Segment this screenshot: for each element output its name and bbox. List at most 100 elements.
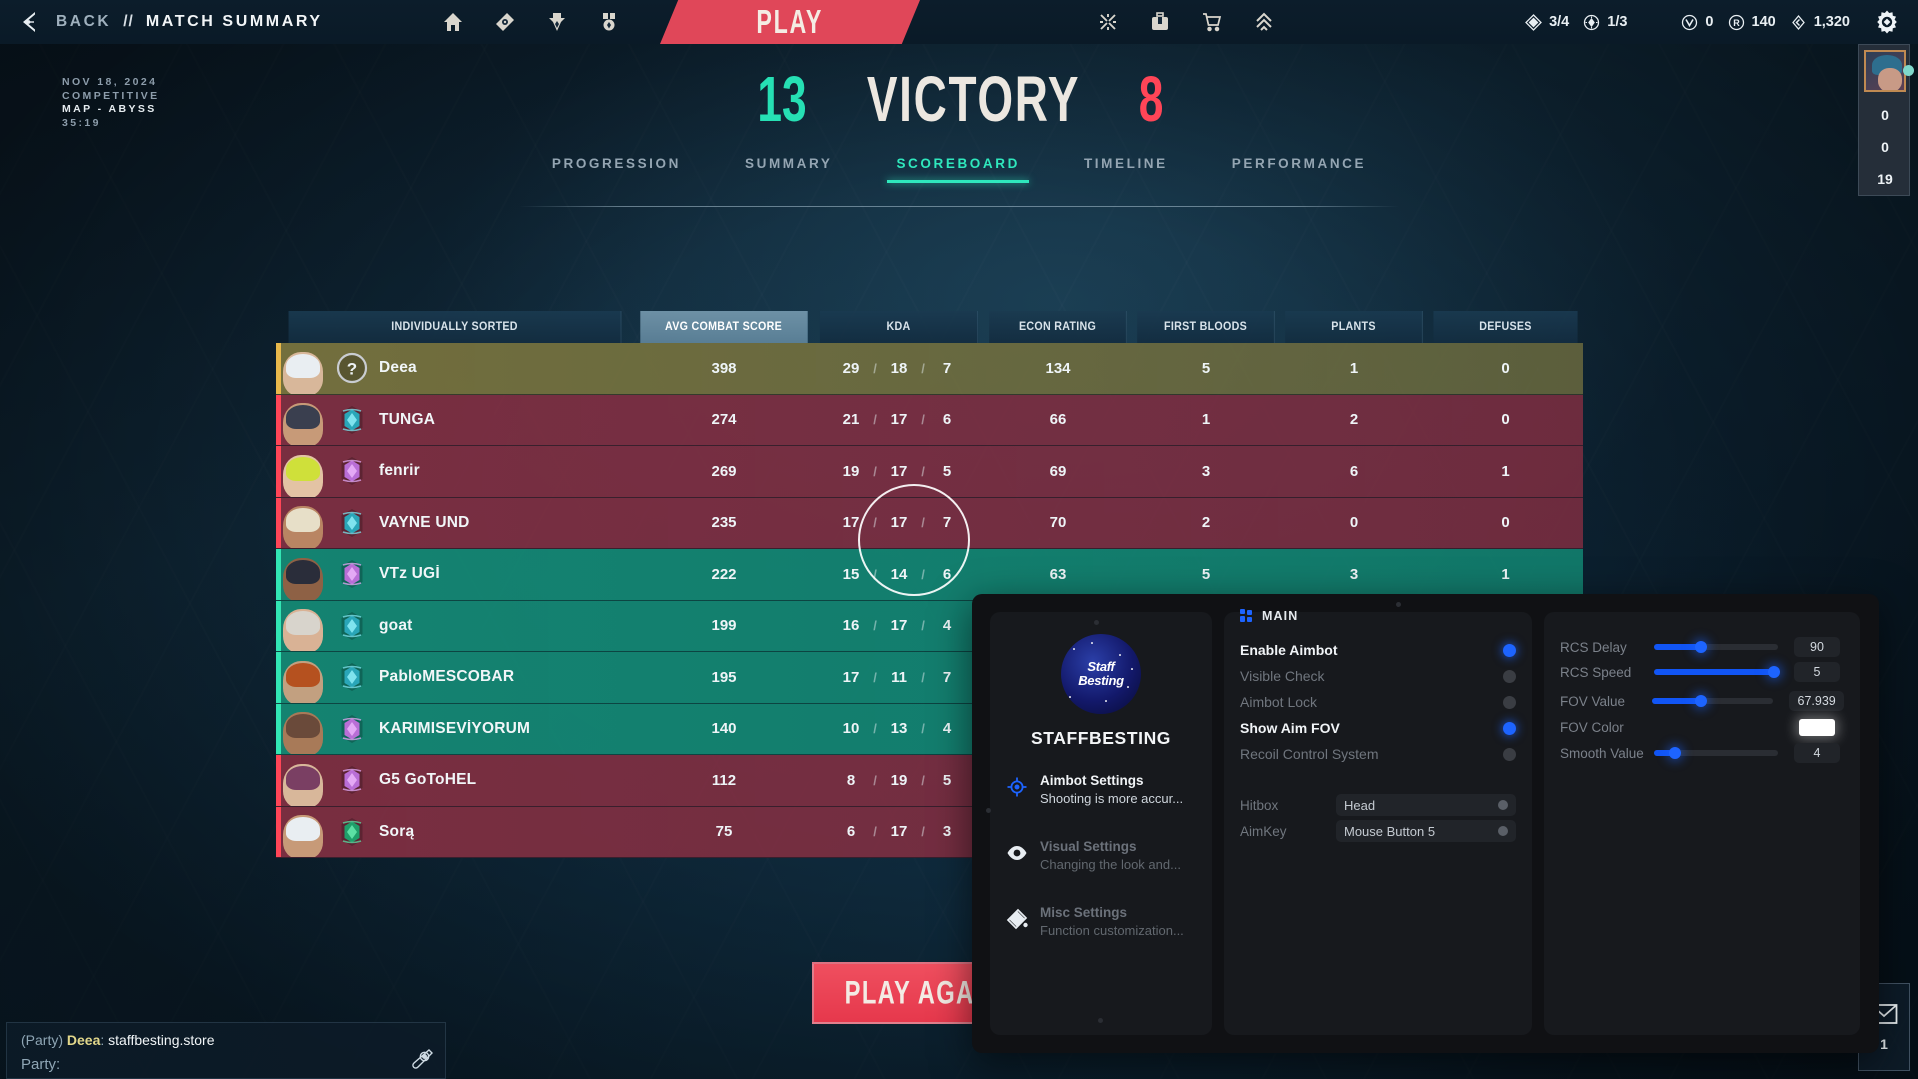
menu-item-visual-settings[interactable]: Visual Settings Changing the look and... — [1006, 838, 1198, 874]
toggle-show-aim-fov[interactable] — [1503, 721, 1516, 735]
menu-item-aimbot-settings[interactable]: Aimbot Settings Shooting is more accur..… — [1006, 772, 1198, 808]
career-icon[interactable] — [596, 9, 622, 35]
team-accent-bar — [276, 549, 281, 600]
table-row[interactable]: VAYNE UND 235 17 / 17 / 7 70 2 0 0 — [276, 497, 1583, 549]
dropdown-label: AimKey — [1240, 823, 1287, 839]
cell-kills: 16 — [842, 617, 860, 635]
rank-icon — [335, 763, 369, 797]
store-icon[interactable] — [1199, 9, 1225, 35]
slider-label: FOV Value — [1560, 693, 1626, 709]
battlepass-icon[interactable] — [544, 9, 570, 35]
rank-icon — [335, 609, 369, 643]
toggle-visible-check[interactable] — [1503, 669, 1516, 683]
column-header-sorted[interactable]: INDIVIDUALLY SORTED — [288, 311, 622, 343]
slider-label: RCS Speed — [1560, 664, 1632, 680]
currency-vp[interactable]: 0 — [1681, 14, 1714, 31]
cell-deaths: 13 — [890, 720, 908, 738]
option-show-aim-fov[interactable]: Show Aim FOV — [1240, 715, 1516, 741]
column-header-firstblood[interactable]: FIRST BLOODS — [1137, 311, 1275, 343]
mail-count: 1 — [1880, 1035, 1888, 1052]
column-header-plants[interactable]: PLANTS — [1285, 311, 1423, 343]
cell-deaths: 17 — [890, 462, 908, 480]
back-button-label[interactable]: BACK — [56, 13, 112, 30]
toggle-aimbot-lock[interactable] — [1503, 695, 1516, 709]
table-row[interactable]: fenrir 269 19 / 17 / 5 69 3 6 1 — [276, 446, 1583, 498]
toggle-recoil-control[interactable] — [1503, 747, 1516, 761]
cell-deaths: 14 — [890, 565, 908, 583]
cell-econ: 69 — [1049, 462, 1067, 480]
option-recoil-control[interactable]: Recoil Control System — [1240, 741, 1516, 767]
slider-smooth-value[interactable]: Smooth Value 4 — [1560, 742, 1844, 764]
match-outcome: VICTORY — [867, 64, 1081, 136]
agent-portrait — [281, 446, 325, 497]
slider-track[interactable] — [1654, 641, 1778, 653]
currency-kingdom[interactable]: 1/3 — [1583, 14, 1627, 31]
slider-value[interactable]: 4 — [1794, 743, 1840, 763]
agents-icon[interactable] — [492, 9, 518, 35]
dropdown-aimkey[interactable]: AimKey Mouse Button 5 — [1240, 820, 1516, 842]
player-cell: KARIMISEVİYORUM — [276, 703, 634, 755]
cell-defuses: 0 — [1501, 359, 1510, 377]
column-header-defuses[interactable]: DEFUSES — [1433, 311, 1578, 343]
kda-separator: / — [873, 463, 877, 479]
party-icon[interactable] — [409, 1046, 435, 1072]
cell-acs: 112 — [711, 771, 737, 789]
menu-item-desc: Changing the look and... — [1040, 857, 1181, 872]
slider-rcs-delay[interactable]: RCS Delay 90 — [1560, 636, 1844, 658]
column-header-acs[interactable]: AVG COMBAT SCORE — [640, 311, 808, 343]
agent-portrait — [281, 806, 325, 858]
tab-progression[interactable]: PROGRESSION — [551, 156, 681, 171]
table-row[interactable]: TUNGA 274 21 / 17 / 6 66 1 2 0 — [276, 394, 1583, 446]
slider-value[interactable]: 5 — [1794, 662, 1840, 682]
toggle-enable-aimbot[interactable] — [1503, 643, 1516, 657]
tab-summary[interactable]: SUMMARY — [744, 156, 833, 171]
player-card[interactable]: 0 0 19 — [1858, 44, 1914, 196]
missions-icon[interactable] — [1095, 9, 1121, 35]
collection-icon[interactable] — [1147, 9, 1173, 35]
option-visible-check[interactable]: Visible Check — [1240, 663, 1516, 689]
table-row[interactable]: VTz UGİ 222 15 / 14 / 6 63 5 3 1 — [276, 549, 1583, 601]
kda-separator: / — [873, 721, 877, 737]
slider-track[interactable] — [1652, 695, 1774, 707]
table-row[interactable]: ? Deea 398 29 / 18 / 7 134 5 1 0 — [276, 343, 1583, 395]
currency-kc[interactable]: 1,320 — [1790, 14, 1850, 31]
tab-timeline[interactable]: TIMELINE — [1083, 156, 1168, 171]
slider-value[interactable]: 67.939 — [1789, 691, 1844, 711]
player-name: KARIMISEVİYORUM — [379, 719, 531, 737]
match-date: NOV 18, 2024 — [62, 76, 158, 88]
option-enable-aimbot[interactable]: Enable Aimbot — [1240, 637, 1516, 663]
option-aimbot-lock[interactable]: Aimbot Lock — [1240, 689, 1516, 715]
tab-performance[interactable]: PERFORMANCE — [1231, 156, 1367, 171]
chat-input-prefix: Party: — [21, 1056, 61, 1073]
currency-radianite-value: 3/4 — [1549, 14, 1570, 30]
play-button[interactable]: PLAY — [660, 0, 920, 44]
slider-fov-value[interactable]: FOV Value 67.939 — [1560, 690, 1844, 712]
column-header-econ[interactable]: ECON RATING — [989, 311, 1127, 343]
premier-icon[interactable] — [1251, 9, 1277, 35]
column-header-kda[interactable]: KDA — [819, 311, 979, 343]
currency-radianite[interactable]: 3/4 — [1525, 13, 1570, 31]
slider-track[interactable] — [1654, 747, 1778, 759]
slider-value[interactable]: 90 — [1794, 637, 1840, 657]
gear-icon[interactable] — [1872, 7, 1902, 37]
dropdown-aimkey-control[interactable]: Mouse Button 5 — [1336, 820, 1516, 842]
menu-item-misc-settings[interactable]: Misc Settings Function customization... — [1006, 904, 1198, 940]
color-swatch[interactable] — [1799, 718, 1835, 736]
dropdown-hitbox[interactable]: Hitbox Head — [1240, 794, 1516, 816]
home-icon[interactable] — [440, 9, 466, 35]
cell-kda: 29 / 18 / 7 — [814, 360, 984, 377]
chat-input[interactable]: Party: — [21, 1056, 60, 1073]
back-arrow-icon[interactable] — [18, 9, 44, 35]
agent-portrait — [281, 755, 325, 806]
slider-track[interactable] — [1654, 666, 1781, 678]
tab-scoreboard[interactable]: SCOREBOARD — [864, 150, 1052, 183]
currency-rp[interactable]: R 140 — [1728, 14, 1776, 31]
currency-kingdom-value: 1/3 — [1607, 14, 1628, 30]
portrait-hair — [286, 662, 320, 687]
cheat-sliders-panel: RCS Delay 90 RCS Speed 5 FOV Value 67.93… — [1544, 612, 1860, 1035]
cell-assists: 4 — [942, 720, 952, 738]
slider-rcs-speed[interactable]: RCS Speed 5 — [1560, 661, 1844, 683]
dropdown-hitbox-control[interactable]: Head — [1336, 794, 1516, 816]
option-label: Show Aim FOV — [1240, 720, 1340, 736]
slider-fov-color[interactable]: FOV Color — [1560, 716, 1844, 738]
